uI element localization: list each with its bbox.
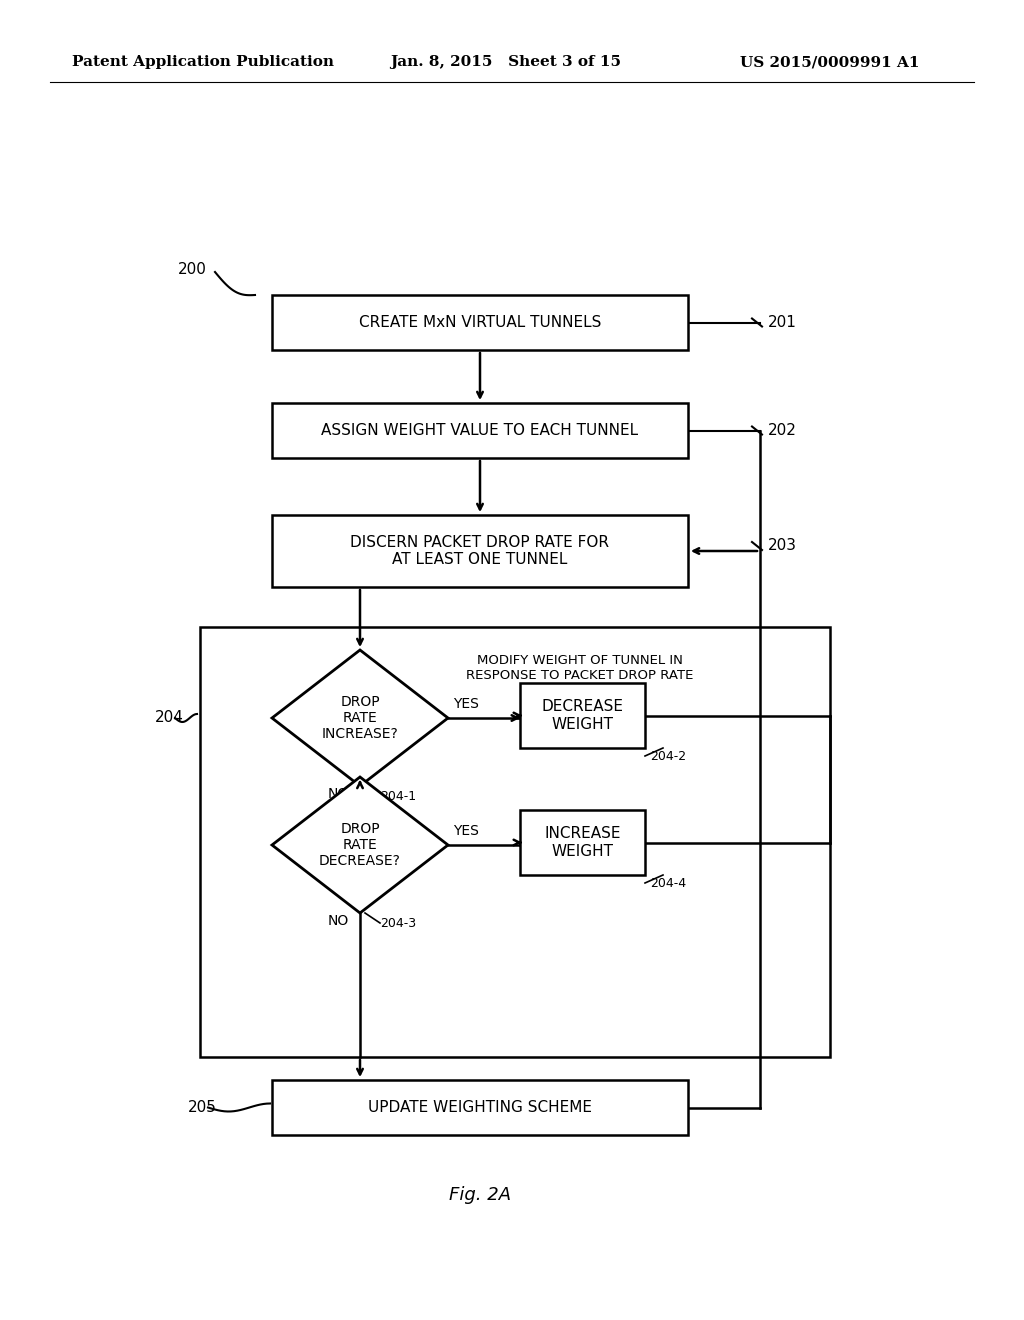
Text: Jan. 8, 2015   Sheet 3 of 15: Jan. 8, 2015 Sheet 3 of 15 bbox=[390, 55, 621, 69]
Text: DECREASE
WEIGHT: DECREASE WEIGHT bbox=[542, 700, 624, 731]
FancyBboxPatch shape bbox=[272, 294, 688, 350]
Text: 204-2: 204-2 bbox=[650, 750, 686, 763]
Text: INCREASE
WEIGHT: INCREASE WEIGHT bbox=[544, 826, 621, 859]
FancyBboxPatch shape bbox=[272, 1080, 688, 1135]
Text: YES: YES bbox=[453, 824, 479, 838]
FancyBboxPatch shape bbox=[272, 403, 688, 458]
Polygon shape bbox=[272, 777, 449, 913]
FancyBboxPatch shape bbox=[272, 515, 688, 587]
Text: 204-3: 204-3 bbox=[380, 917, 416, 931]
Text: 205: 205 bbox=[188, 1100, 217, 1115]
Text: MODIFY WEIGHT OF TUNNEL IN
RESPONSE TO PACKET DROP RATE: MODIFY WEIGHT OF TUNNEL IN RESPONSE TO P… bbox=[466, 653, 693, 682]
Text: 204-1: 204-1 bbox=[380, 789, 416, 803]
Text: Patent Application Publication: Patent Application Publication bbox=[72, 55, 334, 69]
Text: DROP
RATE
DECREASE?: DROP RATE DECREASE? bbox=[319, 822, 401, 869]
Text: DROP
RATE
INCREASE?: DROP RATE INCREASE? bbox=[322, 694, 398, 742]
FancyBboxPatch shape bbox=[520, 682, 645, 748]
Text: 203: 203 bbox=[768, 539, 797, 553]
Text: DISCERN PACKET DROP RATE FOR
AT LEAST ONE TUNNEL: DISCERN PACKET DROP RATE FOR AT LEAST ON… bbox=[350, 535, 609, 568]
Text: Fig. 2A: Fig. 2A bbox=[449, 1185, 511, 1204]
Text: UPDATE WEIGHTING SCHEME: UPDATE WEIGHTING SCHEME bbox=[368, 1100, 592, 1115]
Polygon shape bbox=[272, 649, 449, 785]
Text: NO: NO bbox=[328, 787, 349, 801]
Text: US 2015/0009991 A1: US 2015/0009991 A1 bbox=[740, 55, 920, 69]
Text: 200: 200 bbox=[178, 263, 207, 277]
Text: YES: YES bbox=[453, 697, 479, 711]
FancyBboxPatch shape bbox=[520, 810, 645, 875]
Text: 204: 204 bbox=[155, 710, 184, 726]
Text: NO: NO bbox=[328, 913, 349, 928]
Text: 204-4: 204-4 bbox=[650, 876, 686, 890]
Text: 201: 201 bbox=[768, 315, 797, 330]
Text: ASSIGN WEIGHT VALUE TO EACH TUNNEL: ASSIGN WEIGHT VALUE TO EACH TUNNEL bbox=[322, 422, 639, 438]
Text: 202: 202 bbox=[768, 422, 797, 438]
Text: CREATE MxN VIRTUAL TUNNELS: CREATE MxN VIRTUAL TUNNELS bbox=[358, 315, 601, 330]
